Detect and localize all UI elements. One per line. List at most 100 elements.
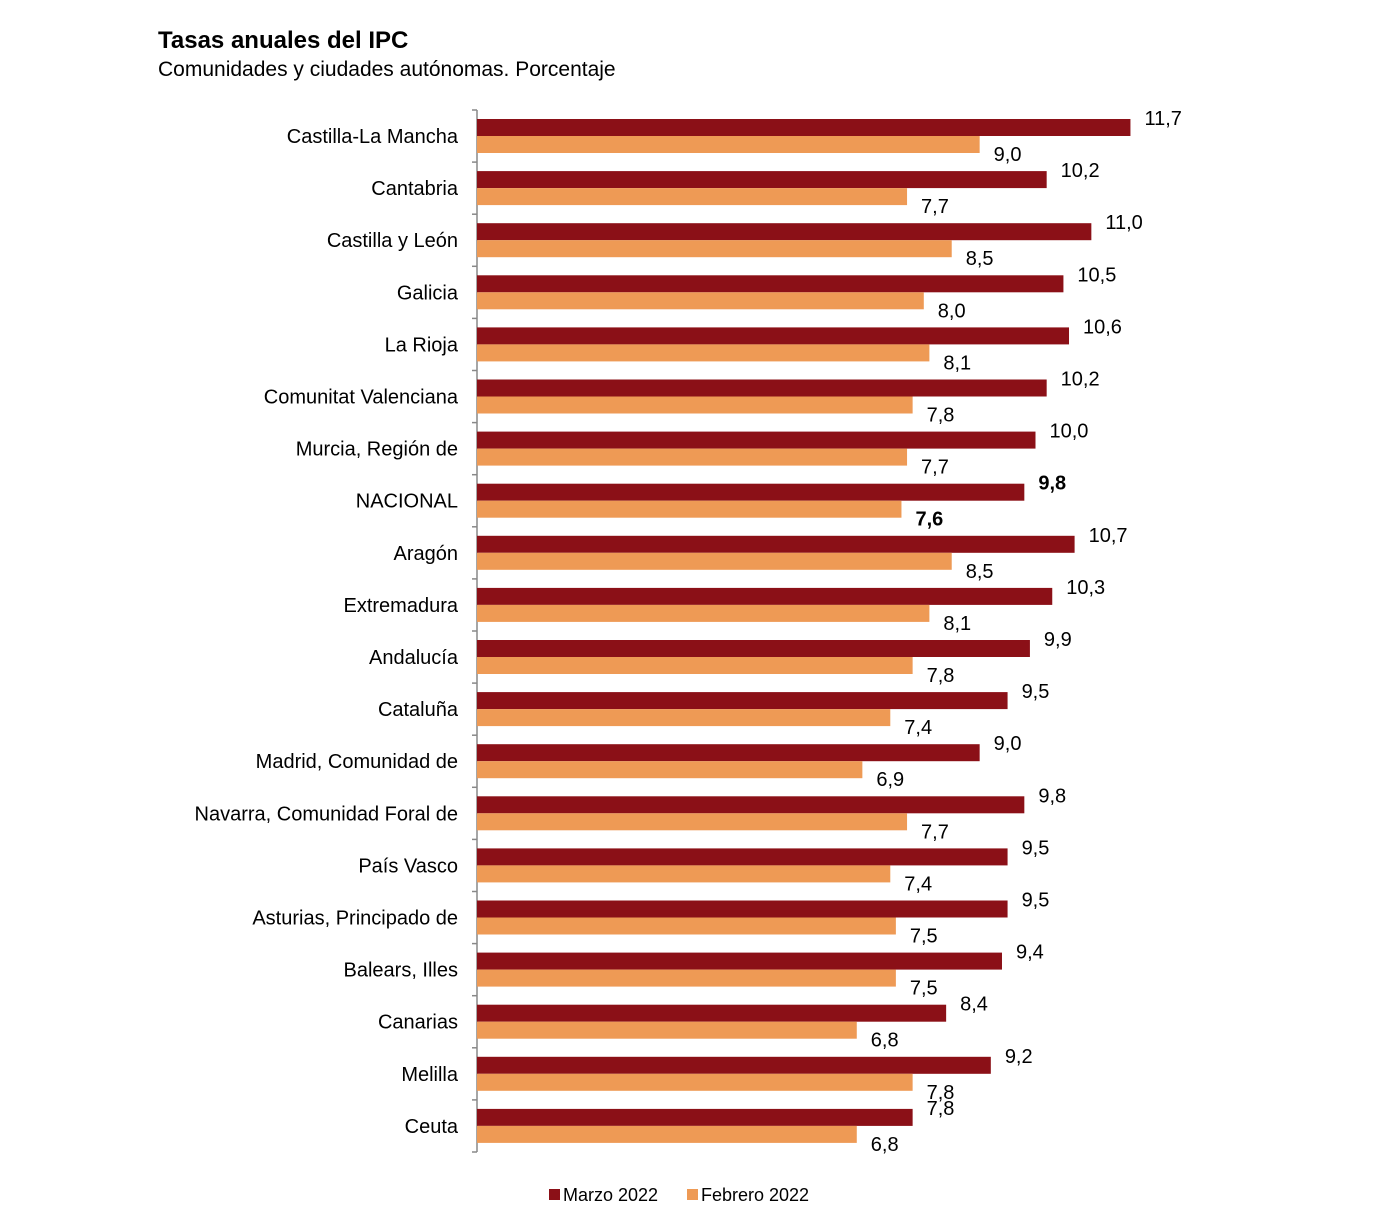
bar-febrero-comunitat-valenciana [477, 396, 913, 414]
bar-marzo-balears-illes [477, 952, 1002, 970]
value-label-marzo-galicia: 10,5 [1077, 264, 1116, 286]
category-label-asturias-principado-de: Asturias, Principado de [252, 908, 458, 930]
value-label-marzo-castilla-la-mancha: 11,7 [1144, 108, 1181, 130]
value-label-febrero-balears-illes: 7,5 [910, 978, 938, 1000]
category-label-galicia: Galicia [397, 282, 459, 304]
value-label-febrero-ceuta: 6,8 [871, 1134, 899, 1156]
value-label-marzo-canarias: 8,4 [960, 994, 988, 1016]
value-label-marzo-pais-vasco: 9,5 [1022, 837, 1050, 859]
value-label-marzo-melilla: 9,2 [1005, 1046, 1033, 1068]
bar-marzo-cataluna [477, 692, 1008, 710]
value-label-marzo-navarra-comunidad-foral-de: 9,8 [1038, 785, 1066, 807]
value-label-febrero-canarias: 6,8 [871, 1030, 899, 1052]
value-label-febrero-pais-vasco: 7,4 [904, 873, 932, 895]
legend-swatch-marzo-2022 [549, 1189, 560, 1200]
bar-febrero-melilla [477, 1073, 913, 1091]
value-label-marzo-nacional: 9,8 [1038, 473, 1066, 495]
category-label-comunitat-valenciana: Comunitat Valenciana [264, 387, 459, 409]
bar-marzo-la-rioja [477, 327, 1070, 345]
category-label-nacional: NACIONAL [356, 491, 458, 513]
value-label-febrero-galicia: 8,0 [938, 300, 966, 322]
legend-swatch-febrero-2022 [687, 1189, 698, 1200]
bar-febrero-asturias-principado-de [477, 917, 896, 935]
bar-febrero-madrid-comunidad-de [477, 761, 863, 779]
bar-febrero-nacional [477, 500, 902, 518]
bar-febrero-cantabria [477, 188, 908, 206]
bar-febrero-extremadura [477, 604, 930, 622]
category-label-melilla: Melilla [401, 1064, 459, 1086]
value-label-marzo-extremadura: 10,3 [1066, 577, 1105, 599]
bar-marzo-castilla-la-mancha [477, 119, 1131, 136]
category-label-castilla-y-leon: Castilla y León [327, 230, 458, 252]
legend-label-febrero-2022: Febrero 2022 [701, 1185, 809, 1205]
value-label-febrero-murcia-region-de: 7,7 [921, 457, 949, 479]
bar-febrero-castilla-y-leon [477, 240, 952, 258]
value-label-marzo-andalucia: 9,9 [1044, 629, 1072, 651]
bar-febrero-navarra-comunidad-foral-de [477, 813, 908, 831]
value-label-febrero-navarra-comunidad-foral-de: 7,7 [921, 821, 949, 843]
bar-marzo-castilla-y-leon [477, 223, 1092, 241]
category-label-la-rioja: La Rioja [385, 334, 459, 356]
bar-febrero-pais-vasco [477, 865, 891, 883]
value-label-marzo-balears-illes: 9,4 [1016, 942, 1044, 964]
bar-febrero-andalucia [477, 657, 913, 674]
category-label-canarias: Canarias [378, 1012, 458, 1034]
bar-febrero-murcia-region-de [477, 448, 908, 466]
value-label-marzo-cataluna: 9,5 [1022, 681, 1050, 703]
bar-marzo-canarias [477, 1004, 947, 1022]
value-label-febrero-castilla-la-mancha: 9,0 [994, 144, 1022, 166]
bar-marzo-cantabria [477, 171, 1047, 189]
value-label-febrero-andalucia: 7,8 [927, 665, 955, 687]
value-label-febrero-nacional: 7,6 [915, 509, 943, 531]
value-label-febrero-cantabria: 7,7 [921, 196, 949, 218]
bar-marzo-extremadura [477, 587, 1053, 605]
bar-marzo-murcia-region-de [477, 431, 1036, 449]
bar-marzo-comunitat-valenciana [477, 379, 1047, 397]
value-label-febrero-aragon: 8,5 [966, 561, 994, 583]
value-label-marzo-murcia-region-de: 10,0 [1050, 421, 1089, 443]
bar-febrero-galicia [477, 292, 924, 310]
value-label-marzo-ceuta: 7,8 [927, 1098, 955, 1120]
bar-febrero-balears-illes [477, 969, 896, 987]
bar-febrero-canarias [477, 1021, 857, 1039]
legend-label-marzo-2022: Marzo 2022 [563, 1185, 658, 1205]
value-label-febrero-comunitat-valenciana: 7,8 [927, 405, 955, 427]
category-label-murcia-region-de: Murcia, Región de [296, 439, 458, 461]
bar-marzo-galicia [477, 275, 1064, 293]
bar-marzo-madrid-comunidad-de [477, 744, 980, 762]
category-label-navarra-comunidad-foral-de: Navarra, Comunidad Foral de [195, 803, 458, 825]
bar-marzo-pais-vasco [477, 848, 1008, 866]
chart-title: Tasas anuales del IPC [158, 27, 409, 54]
bar-marzo-navarra-comunidad-foral-de [477, 796, 1025, 814]
category-label-andalucia: Andalucía [369, 647, 459, 669]
value-label-marzo-madrid-comunidad-de: 9,0 [994, 733, 1022, 755]
category-label-aragon: Aragón [394, 543, 459, 565]
value-label-febrero-madrid-comunidad-de: 6,9 [876, 769, 904, 791]
value-label-marzo-la-rioja: 10,6 [1083, 316, 1122, 338]
bar-febrero-cataluna [477, 709, 891, 727]
category-label-madrid-comunidad-de: Madrid, Comunidad de [256, 751, 458, 773]
value-label-febrero-castilla-y-leon: 8,5 [966, 248, 994, 270]
value-label-febrero-la-rioja: 8,1 [943, 352, 971, 374]
bar-marzo-andalucia [477, 640, 1030, 657]
bar-marzo-ceuta [477, 1108, 913, 1126]
value-label-marzo-asturias-principado-de: 9,5 [1022, 890, 1050, 912]
bar-marzo-melilla [477, 1056, 991, 1074]
value-label-febrero-cataluna: 7,4 [904, 717, 932, 739]
category-label-pais-vasco: País Vasco [358, 855, 458, 877]
bar-febrero-aragon [477, 552, 952, 570]
category-label-castilla-la-mancha: Castilla-La Mancha [287, 126, 459, 148]
category-label-extremadura: Extremadura [344, 595, 459, 617]
category-label-balears-illes: Balears, Illes [344, 960, 459, 982]
value-label-marzo-cantabria: 10,2 [1061, 160, 1100, 182]
bar-marzo-asturias-principado-de [477, 900, 1008, 918]
category-label-cantabria: Cantabria [371, 178, 459, 200]
value-label-febrero-extremadura: 8,1 [943, 613, 971, 635]
value-label-marzo-comunitat-valenciana: 10,2 [1061, 369, 1100, 391]
chart-subtitle: Comunidades y ciudades autónomas. Porcen… [158, 58, 616, 81]
bar-febrero-la-rioja [477, 344, 930, 362]
bar-marzo-aragon [477, 535, 1075, 553]
bar-febrero-ceuta [477, 1125, 857, 1143]
value-label-febrero-asturias-principado-de: 7,5 [910, 926, 938, 948]
